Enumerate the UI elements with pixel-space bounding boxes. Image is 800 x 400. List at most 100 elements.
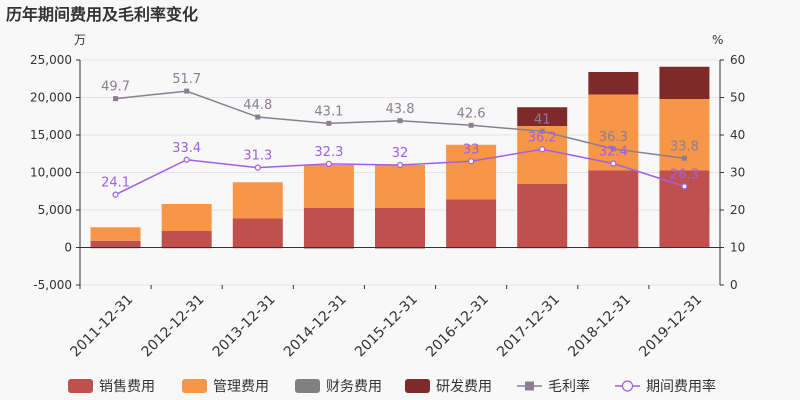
data-label: 36.2 <box>528 130 557 145</box>
data-label: 51.7 <box>172 72 201 87</box>
bar-2012-12-31-series-1 <box>161 204 212 231</box>
data-label: 43.8 <box>386 102 415 117</box>
x-tick-label: 2012-12-31 <box>139 292 208 361</box>
data-label: 43.1 <box>314 104 343 119</box>
legend-swatch <box>182 379 207 393</box>
line-point <box>326 120 332 126</box>
right-tick-label: 0 <box>730 278 738 292</box>
right-tick-label: 50 <box>730 91 745 105</box>
data-label: 49.7 <box>101 80 130 95</box>
legend-item-3[interactable]: 研发费用 <box>405 379 492 395</box>
left-axis-unit: 万 <box>74 33 86 47</box>
line-point <box>113 96 119 102</box>
bar-2017-12-31-series-0 <box>517 183 568 248</box>
left-tick-label: 20,000 <box>30 91 72 105</box>
bar-2016-12-31-series-0 <box>446 199 497 248</box>
bar-2019-12-31-series-3 <box>659 66 710 99</box>
data-label: 32 <box>392 146 409 161</box>
left-tick-label: 5,000 <box>38 203 72 217</box>
bar-2018-12-31-series-1 <box>588 94 639 171</box>
legend-swatch <box>68 379 93 393</box>
bar-2015-12-31-series-0 <box>375 207 425 248</box>
line-point <box>255 114 261 120</box>
line-point <box>681 155 687 161</box>
legend[interactable]: 销售费用 管理费用 财务费用 研发费用 毛利率 期间费用率 <box>68 378 716 395</box>
x-tick-label: 2015-12-31 <box>352 292 421 361</box>
bar-2011-12-31-series-1 <box>90 227 141 241</box>
chart-title: 历年期间费用及毛利率变化 <box>6 5 198 24</box>
legend-marker <box>525 381 534 391</box>
legend-marker <box>621 380 634 392</box>
bar-2014-12-31-series-2 <box>303 247 354 249</box>
x-tick-label: 2019-12-31 <box>636 292 705 361</box>
line-point <box>397 118 403 124</box>
bar-2015-12-31-series-1 <box>375 165 425 208</box>
bar-2012-12-31-series-0 <box>161 231 212 248</box>
line-point <box>610 160 617 167</box>
x-tick-label: 2014-12-31 <box>281 292 350 361</box>
line-point <box>468 158 475 165</box>
legend-label: 研发费用 <box>436 379 492 395</box>
bar-2019-12-31-series-0 <box>659 170 710 248</box>
lines <box>112 88 688 198</box>
data-label: 24.1 <box>101 176 130 191</box>
bar-2011-12-31-series-0 <box>90 240 141 248</box>
left-tick-label: 25,000 <box>30 53 72 67</box>
x-tick-label: 2016-12-31 <box>423 292 492 361</box>
right-tick-label: 40 <box>730 128 745 142</box>
right-tick-label: 10 <box>730 241 745 255</box>
line-point <box>468 122 474 128</box>
right-tick-label: 30 <box>730 166 745 180</box>
legend-label: 管理费用 <box>213 379 269 395</box>
x-tick-label: 2017-12-31 <box>494 292 563 361</box>
line-point <box>610 146 616 152</box>
bar-2018-12-31-series-3 <box>588 72 639 95</box>
data-label: 33.8 <box>670 139 699 154</box>
line-point <box>539 146 546 153</box>
legend-item-5[interactable]: 期间费用率 <box>615 378 716 395</box>
line-point <box>396 161 404 169</box>
line-point <box>112 191 119 198</box>
bar-2013-12-31-series-0 <box>232 218 283 248</box>
line-point <box>254 164 261 171</box>
line-point <box>681 183 688 190</box>
legend-label: 期间费用率 <box>646 378 716 395</box>
data-label: 44.8 <box>243 98 272 113</box>
legend-item-4[interactable]: 毛利率 <box>517 378 590 395</box>
legend-swatch <box>405 379 430 393</box>
legend-item-2[interactable]: 财务费用 <box>295 379 382 395</box>
x-tick-label: 2011-12-31 <box>68 292 137 361</box>
data-label: 33 <box>463 142 480 157</box>
legend-label: 销售费用 <box>99 379 155 395</box>
bar-2013-12-31-series-1 <box>232 182 283 219</box>
data-label: 33.4 <box>172 141 201 156</box>
legend-item-1[interactable]: 管理费用 <box>182 379 269 395</box>
left-tick-label: 10,000 <box>30 166 72 180</box>
bar-2014-12-31-series-1 <box>303 165 354 208</box>
data-labels: 49.7 51.7 44.8 43.1 43.8 42.6 41 36.3 33.8 24.1 33… <box>101 72 699 191</box>
x-tick-label: 2018-12-31 <box>565 292 634 361</box>
left-tick-label: 15,000 <box>30 128 72 142</box>
bar-2016-12-31-series-1 <box>446 144 497 200</box>
legend-label: 毛利率 <box>548 378 590 395</box>
data-label: 31.3 <box>243 149 272 164</box>
legend-label: 财务费用 <box>326 379 382 395</box>
data-label: 41 <box>534 112 551 127</box>
right-tick-label: 20 <box>730 203 745 217</box>
right-axis-unit: % <box>712 33 723 47</box>
line-point <box>184 88 190 94</box>
right-tick-label: 60 <box>730 53 745 67</box>
line-point <box>183 156 190 163</box>
bar-2014-12-31-series-0 <box>303 207 354 248</box>
line-point <box>539 128 545 134</box>
left-tick-label: -5,000 <box>33 278 72 292</box>
legend-swatch <box>295 379 320 393</box>
data-label: 26.3 <box>670 167 699 182</box>
data-label: 32.3 <box>314 145 343 160</box>
data-label: 42.6 <box>457 106 486 121</box>
left-tick-label: 0 <box>64 241 72 255</box>
legend-item-0[interactable]: 销售费用 <box>68 379 155 395</box>
x-tick-label: 2013-12-31 <box>210 292 279 361</box>
